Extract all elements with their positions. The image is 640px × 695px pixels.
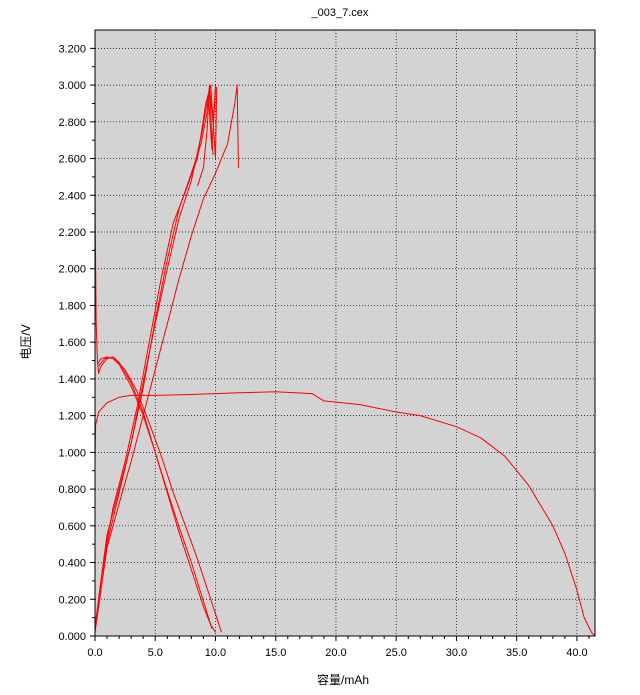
y-tick-label: 0.200	[58, 594, 86, 606]
series-line-4	[98, 356, 222, 633]
x-tick-label: 30.0	[446, 647, 467, 659]
x-tick-label: 5.0	[148, 647, 163, 659]
y-tick-label: 2.000	[58, 264, 86, 276]
y-tick-label: 2.800	[58, 117, 86, 129]
y-tick-label: 1.200	[58, 411, 86, 423]
y-tick-label: 2.200	[58, 227, 86, 239]
y-tick-label: 1.600	[58, 337, 86, 349]
plot-area	[95, 30, 595, 636]
chart-title: _003_7.cex	[311, 7, 369, 19]
x-tick-label: 25.0	[385, 647, 406, 659]
y-tick-label: 1.000	[58, 447, 86, 459]
y-tick-label: 2.400	[58, 190, 86, 202]
x-tick-label: 15.0	[265, 647, 286, 659]
x-axis-title: 容量/mAh	[317, 672, 369, 687]
y-tick-label: 1.800	[58, 300, 86, 312]
series-line-1	[94, 391, 596, 637]
series-line-9	[196, 85, 216, 187]
y-tick-label: 2.600	[58, 154, 86, 166]
grid-lines	[95, 30, 595, 636]
y-tick-label: 3.000	[58, 80, 86, 92]
series-line-8	[94, 84, 239, 633]
y-tick-label: 0.400	[58, 558, 86, 570]
series-layer	[94, 84, 596, 637]
y-tick-label: 0.800	[58, 484, 86, 496]
series-line-2	[94, 140, 216, 633]
y-axis-title: 电压/V	[19, 324, 33, 359]
x-tick-label: 35.0	[506, 647, 527, 659]
y-axis-ticks: 0.000 0.200 0.400 0.600 0.800 1.000 1.200 1.400…	[58, 43, 95, 643]
x-tick-label: 10.0	[205, 647, 226, 659]
series-line-7	[95, 88, 216, 622]
y-tick-label: 3.200	[58, 43, 86, 55]
y-tick-label: 0.600	[58, 521, 86, 533]
x-tick-label: 20.0	[325, 647, 346, 659]
plot-frame	[94, 29, 596, 637]
x-axis-ticks: 0.0 5.0 10.0 15.0 20.0 25.0 30.0 35.0 40.0	[87, 636, 590, 659]
x-tick-label: 40.0	[566, 647, 587, 659]
y-tick-label: 0.000	[58, 631, 86, 643]
y-tick-label: 1.400	[58, 374, 86, 386]
x-tick-label: 0.0	[87, 647, 102, 659]
